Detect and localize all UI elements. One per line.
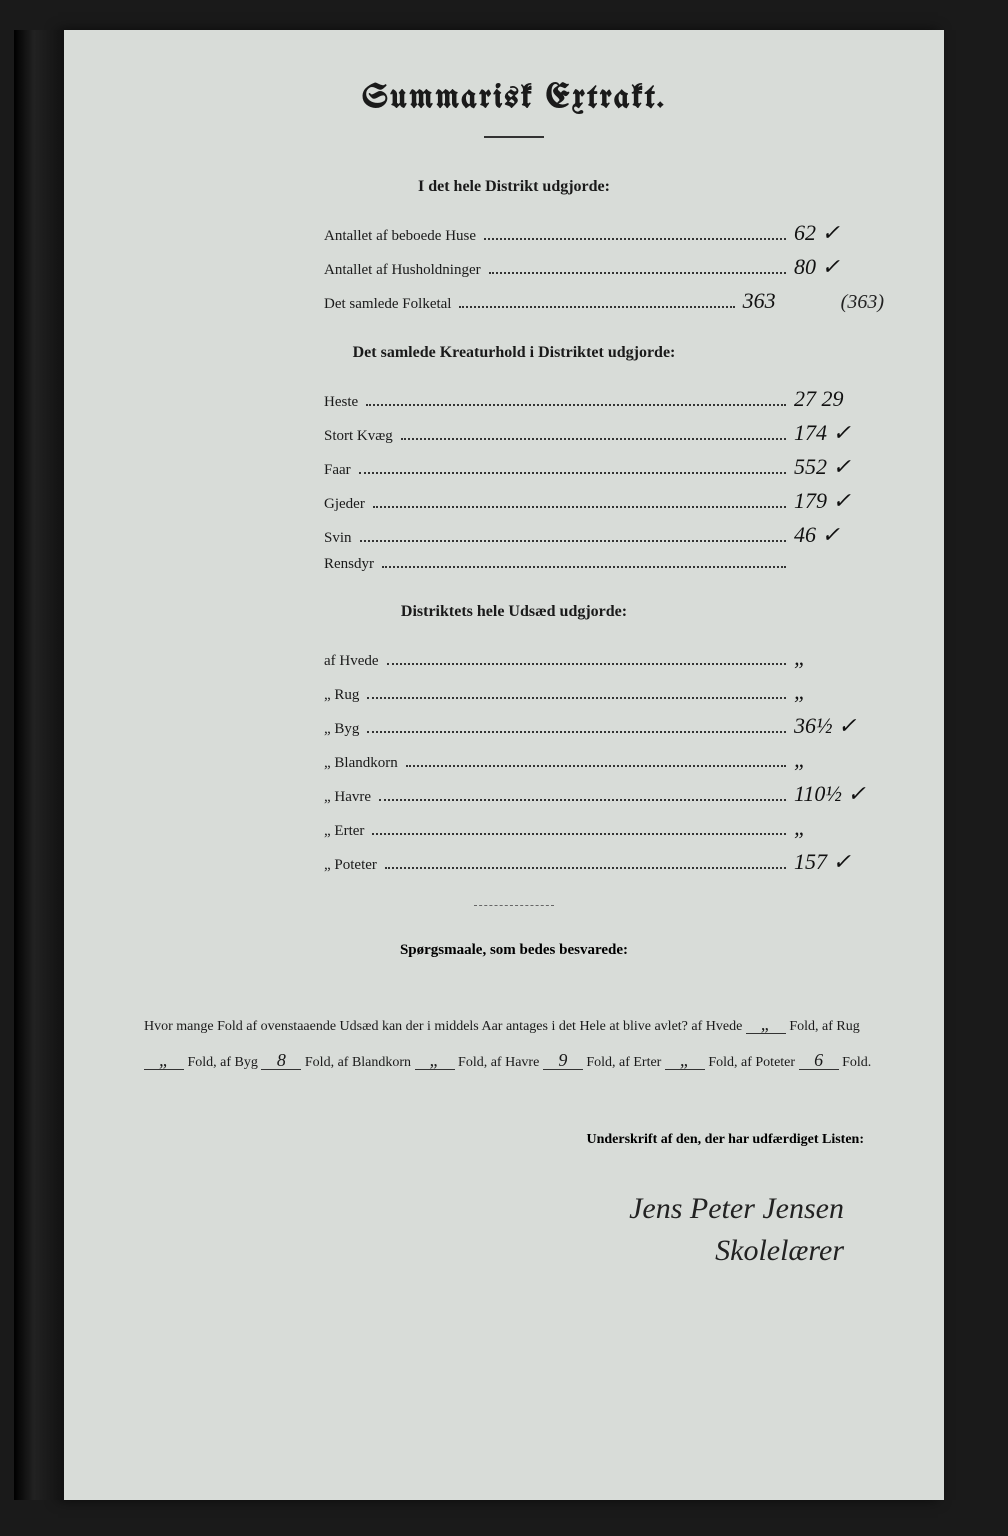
value: 36½ ✓ (794, 713, 884, 739)
label: Antallet af beboede Huse (324, 228, 476, 245)
row-huse: Antallet af beboede Huse 62 ✓ (324, 220, 884, 246)
value: 110½ ✓ (794, 781, 884, 807)
leader-dots (367, 731, 786, 733)
signature-title: Skolelærer (144, 1230, 844, 1272)
value: 46 ✓ (794, 522, 884, 548)
value: 179 ✓ (794, 488, 884, 514)
row-byg: „ Byg 36½ ✓ (324, 713, 884, 739)
label: af Hvede (324, 653, 379, 670)
label: Gjeder (324, 496, 365, 513)
row-kvaeg: Stort Kvæg 174 ✓ (324, 420, 884, 446)
blank-byg: 8 (261, 1051, 301, 1070)
signature-block: Jens Peter Jensen Skolelærer (144, 1188, 844, 1272)
value: 157 ✓ (794, 849, 884, 875)
blank-blandkorn: „ (415, 1051, 455, 1070)
signature-label: Underskrift af den, der har udfærdiget L… (144, 1132, 864, 1148)
leader-dots (360, 540, 786, 542)
value: 62 ✓ (794, 220, 884, 246)
label: „ Blandkorn (324, 755, 398, 772)
leader-dots (385, 867, 786, 869)
q-txt: Fold, af Erter (586, 1055, 661, 1070)
leader-dots (489, 272, 786, 274)
leader-dots (387, 663, 786, 665)
row-blandkorn: „ Blandkorn „ (324, 747, 884, 773)
leader-dots (372, 833, 786, 835)
label: „ Havre (324, 789, 371, 806)
row-poteter: „ Poteter 157 ✓ (324, 849, 884, 875)
q-txt: Fold, af Havre (458, 1055, 539, 1070)
row-folketal: Det samlede Folketal 363 (363) (324, 288, 884, 314)
row-husholdninger: Antallet af Husholdninger 80 ✓ (324, 254, 884, 280)
row-gjeder: Gjeder 179 ✓ (324, 488, 884, 514)
row-heste: Heste 27 29 (324, 386, 884, 412)
label: „ Erter (324, 823, 364, 840)
page-title: Summarisk Extrakt. (144, 80, 884, 116)
row-faar: Faar 552 ✓ (324, 454, 884, 480)
label: „ Byg (324, 721, 359, 738)
leader-dots (406, 765, 786, 767)
value: „ (794, 747, 884, 773)
leader-dots (366, 404, 786, 406)
label: Rensdyr (324, 556, 374, 573)
leader-dots (459, 306, 734, 308)
row-rug: „ Rug „ (324, 679, 884, 705)
section1-heading: I det hele Distrikt udgjorde: (144, 178, 884, 196)
blank-poteter: 6 (799, 1051, 839, 1070)
label: Antallet af Husholdninger (324, 262, 481, 279)
blank-havre: 9 (543, 1051, 583, 1070)
label: Faar (324, 462, 351, 479)
blank-erter: „ (665, 1051, 705, 1070)
blank-rug: „ (144, 1051, 184, 1070)
value: 27 29 (794, 386, 884, 412)
signature-name: Jens Peter Jensen (144, 1188, 844, 1230)
q-intro: Hvor mange Fold af ovenstaaende Udsæd ka… (144, 1019, 742, 1034)
value: 552 ✓ (794, 454, 884, 480)
label: „ Poteter (324, 857, 377, 874)
divider (474, 905, 554, 906)
leader-dots (373, 506, 786, 508)
row-erter: „ Erter „ (324, 815, 884, 841)
divider (484, 136, 544, 138)
value: „ (794, 645, 884, 671)
value: 363 (743, 288, 833, 314)
leader-dots (401, 438, 786, 440)
section2-heading: Det samlede Kreaturhold i Distriktet udg… (144, 344, 884, 362)
q-txt: Fold. (842, 1055, 871, 1070)
q-txt: Fold, af Rug (789, 1019, 859, 1034)
row-svin: Svin 46 ✓ (324, 522, 884, 548)
value: 174 ✓ (794, 420, 884, 446)
questions-body: Hvor mange Fold af ovenstaaende Udsæd ka… (144, 1009, 884, 1082)
book-binding (14, 30, 64, 1500)
label: Svin (324, 530, 352, 547)
row-hvede: af Hvede „ (324, 645, 884, 671)
q-txt: Fold, af Byg (188, 1055, 258, 1070)
value: „ (794, 679, 884, 705)
leader-dots (382, 566, 786, 568)
leader-dots (379, 799, 786, 801)
row-rensdyr: Rensdyr (324, 556, 884, 573)
leader-dots (359, 472, 786, 474)
label: „ Rug (324, 687, 359, 704)
leader-dots (367, 697, 786, 699)
blank-hvede: „ (746, 1015, 786, 1034)
document-page: Summarisk Extrakt. I det hele Distrikt u… (64, 30, 944, 1500)
leader-dots (484, 238, 786, 240)
label: Stort Kvæg (324, 428, 393, 445)
value: 80 ✓ (794, 254, 884, 280)
value: „ (794, 815, 884, 841)
label: Det samlede Folketal (324, 296, 451, 313)
q-txt: Fold, af Blandkorn (305, 1055, 411, 1070)
q-txt: Fold, af Poteter (708, 1055, 795, 1070)
label: Heste (324, 394, 358, 411)
row-havre: „ Havre 110½ ✓ (324, 781, 884, 807)
section3-heading: Distriktets hele Udsæd udgjorde: (144, 603, 884, 621)
questions-heading: Spørgsmaale, som bedes besvarede: (144, 942, 884, 959)
value-note: (363) (841, 291, 884, 314)
